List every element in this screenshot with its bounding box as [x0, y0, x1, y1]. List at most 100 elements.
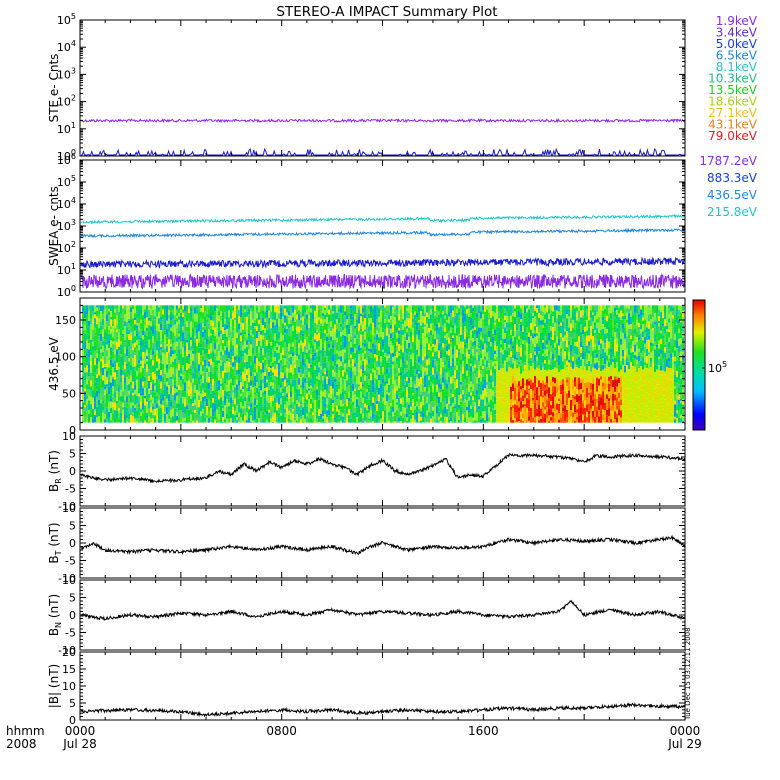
- heatmap-cell: [372, 335, 374, 344]
- heatmap-cell: [402, 338, 404, 347]
- heatmap-cell: [408, 373, 410, 378]
- heatmap-cell: [268, 395, 270, 403]
- heatmap-cell: [436, 361, 438, 365]
- heatmap-cell: [200, 385, 202, 392]
- heatmap-cell: [312, 339, 314, 346]
- heatmap-cell: [398, 375, 400, 384]
- heatmap-cell: [438, 334, 440, 343]
- heatmap-cell: [126, 402, 128, 408]
- heatmap-cell: [194, 354, 196, 362]
- heatmap-cell: [412, 365, 414, 370]
- heatmap-cell: [210, 377, 212, 381]
- heatmap-cell: [184, 305, 186, 312]
- heatmap-cell: [164, 348, 166, 355]
- heatmap-cell: [100, 367, 102, 373]
- heatmap-cell: [400, 305, 402, 310]
- heatmap-cell: [484, 369, 486, 377]
- heatmap-cell: [420, 404, 422, 408]
- heatmap-cell: [184, 406, 186, 414]
- heatmap-cell: [428, 412, 430, 417]
- heatmap-cell: [440, 409, 442, 413]
- heatmap-cell: [188, 416, 190, 420]
- heatmap-cell: [232, 392, 234, 400]
- heatmap-cell: [92, 357, 94, 364]
- heatmap-cell: [148, 317, 150, 321]
- heatmap-cell: [396, 399, 398, 403]
- heatmap-cell: [380, 350, 382, 357]
- heatmap-cell: [402, 417, 404, 422]
- heatmap-cell: [446, 327, 448, 334]
- heatmap-cell: [454, 406, 456, 409]
- heatmap-cell: [388, 354, 390, 358]
- heatmap-cell: [92, 397, 94, 401]
- heatmap-cell: [152, 371, 154, 380]
- heatmap-cell: [150, 389, 152, 396]
- heatmap-cell: [218, 356, 220, 361]
- heatmap-cell: [378, 350, 380, 356]
- heatmap-cell: [426, 387, 428, 392]
- heatmap-cell: [100, 381, 102, 388]
- heatmap-cell: [362, 345, 364, 350]
- heatmap-cell: [164, 341, 166, 349]
- heatmap-cell: [134, 342, 136, 348]
- heatmap-cell: [138, 380, 140, 388]
- heatmap-cell: [488, 395, 490, 402]
- heatmap-cell: [378, 415, 380, 420]
- heatmap-cell: [302, 402, 304, 408]
- heatmap-cell: [476, 359, 478, 368]
- heatmap-cell: [226, 391, 228, 397]
- heatmap-cell: [394, 392, 396, 397]
- heatmap-cell: [136, 325, 138, 329]
- heatmap-cell: [168, 385, 170, 389]
- heatmap-cell: [402, 421, 404, 423]
- heatmap-cell: [82, 349, 84, 357]
- heatmap-cell: [416, 406, 418, 412]
- heatmap-cell: [438, 305, 440, 308]
- heatmap-cell: [250, 338, 252, 345]
- heatmap-cell: [392, 352, 394, 358]
- heatmap-cell: [306, 344, 308, 348]
- heatmap-cell: [490, 407, 492, 412]
- heatmap-cell: [180, 335, 182, 342]
- heatmap-cell: [360, 355, 362, 361]
- heatmap-cell: [454, 378, 456, 381]
- heatmap-cell: [144, 413, 146, 421]
- heatmap-cell: [170, 339, 172, 345]
- heatmap-cell: [220, 365, 222, 372]
- heatmap-cell: [174, 415, 176, 421]
- heatmap-cell: [456, 365, 458, 370]
- heatmap-cell: [304, 370, 306, 379]
- heatmap-cell: [272, 305, 274, 310]
- heatmap-cell: [430, 385, 432, 392]
- heatmap-cell: [358, 366, 360, 372]
- heatmap-cell: [362, 331, 364, 336]
- heatmap-cell: [452, 335, 454, 339]
- heatmap-cell: [128, 398, 130, 406]
- heatmap-cell: [196, 324, 198, 329]
- heatmap-cell: [90, 364, 92, 369]
- heatmap-cell: [134, 394, 136, 403]
- heatmap-cell: [188, 368, 190, 374]
- heatmap-cell: [446, 339, 448, 346]
- heatmap-cell: [482, 399, 484, 404]
- heatmap-cell: [190, 311, 192, 318]
- heatmap-cell: [482, 418, 484, 423]
- heatmap-cell: [492, 406, 494, 409]
- heatmap-cell: [392, 332, 394, 338]
- heatmap-cell: [408, 404, 410, 408]
- heatmap-cell: [450, 327, 452, 334]
- heatmap-cell: [454, 353, 456, 360]
- heatmap-cell: [400, 367, 402, 373]
- heatmap-cell: [224, 355, 226, 364]
- heatmap-cell: [492, 316, 494, 324]
- heatmap-cell: [338, 405, 340, 410]
- heatmap-cell: [300, 404, 302, 410]
- heatmap-cell: [254, 392, 256, 395]
- heatmap-cell: [154, 319, 156, 325]
- heatmap-cell: [484, 326, 486, 335]
- heatmap-cell: [128, 394, 130, 399]
- heatmap-cell: [252, 359, 254, 363]
- heatmap-cell: [444, 318, 446, 324]
- heatmap-cell: [486, 373, 488, 382]
- heatmap-cell: [82, 416, 84, 421]
